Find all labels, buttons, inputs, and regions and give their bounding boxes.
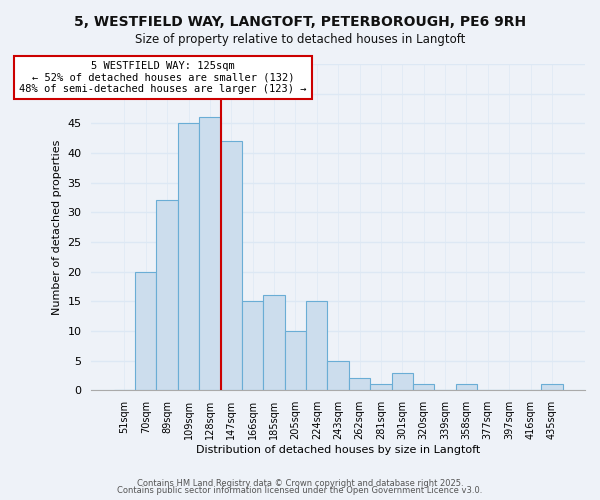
Bar — [285, 331, 306, 390]
Bar — [199, 118, 221, 390]
Bar — [392, 372, 413, 390]
Bar — [242, 302, 263, 390]
Text: Contains public sector information licensed under the Open Government Licence v3: Contains public sector information licen… — [118, 486, 482, 495]
Bar — [178, 124, 199, 390]
Bar — [263, 296, 285, 390]
Bar — [306, 302, 328, 390]
Bar — [456, 384, 477, 390]
X-axis label: Distribution of detached houses by size in Langtoft: Distribution of detached houses by size … — [196, 445, 480, 455]
Bar — [541, 384, 563, 390]
Bar — [157, 200, 178, 390]
Text: 5 WESTFIELD WAY: 125sqm
← 52% of detached houses are smaller (132)
48% of semi-d: 5 WESTFIELD WAY: 125sqm ← 52% of detache… — [19, 61, 307, 94]
Y-axis label: Number of detached properties: Number of detached properties — [52, 140, 62, 315]
Bar — [413, 384, 434, 390]
Bar — [135, 272, 157, 390]
Bar — [349, 378, 370, 390]
Bar — [221, 141, 242, 390]
Text: 5, WESTFIELD WAY, LANGTOFT, PETERBOROUGH, PE6 9RH: 5, WESTFIELD WAY, LANGTOFT, PETERBOROUGH… — [74, 15, 526, 29]
Text: Size of property relative to detached houses in Langtoft: Size of property relative to detached ho… — [135, 32, 465, 46]
Bar — [370, 384, 392, 390]
Text: Contains HM Land Registry data © Crown copyright and database right 2025.: Contains HM Land Registry data © Crown c… — [137, 478, 463, 488]
Bar — [328, 360, 349, 390]
